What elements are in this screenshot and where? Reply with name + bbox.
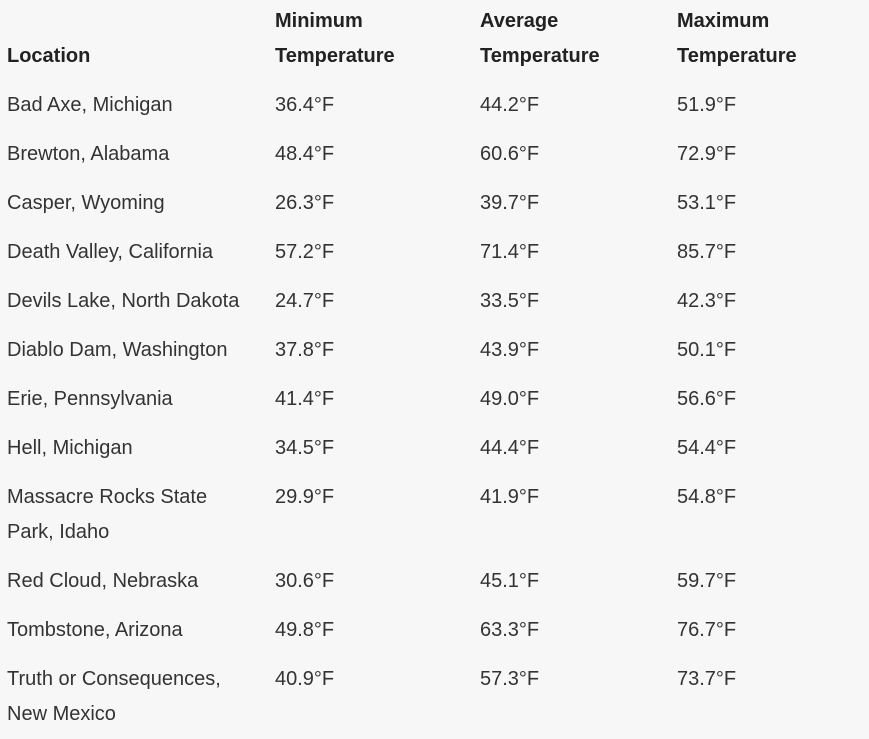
table-cell: Death Valley, California — [7, 241, 214, 263]
table-cell: 53.1°F — [677, 192, 737, 214]
table-cell: 44.4°F — [480, 437, 540, 459]
table-row: Bad Axe, Michigan 36.4°F 44.2°F 51.9°F — [0, 81, 869, 130]
table-cell: Massacre Rocks State Park, Idaho — [7, 486, 208, 543]
table-head: Location Minimum Temperature Average Tempe… — [0, 0, 869, 81]
table-cell: 71.4°F — [480, 241, 540, 263]
table-cell: 76.7°F — [677, 619, 737, 641]
table-cell: 54.8°F — [677, 486, 737, 508]
table-cell: 33.5°F — [480, 290, 540, 312]
table-row: Tombstone, Arizona 49.8°F 63.3°F 76.7°F — [0, 606, 869, 655]
table-cell: 29.9°F — [275, 486, 335, 508]
table-row: Erie, Pennsylvania 41.4°F 49.0°F 56.6°F — [0, 375, 869, 424]
table-cell: 43.9°F — [480, 339, 540, 361]
table-cell: 72.9°F — [677, 143, 737, 165]
table-cell: 85.7°F — [677, 241, 737, 263]
header-row: Location Minimum Temperature Average Tempe… — [0, 0, 869, 81]
table-cell: 37.8°F — [275, 339, 335, 361]
table-cell: 59.7°F — [677, 570, 737, 592]
table-cell: Casper, Wyoming — [7, 192, 165, 214]
table-cell: 49.0°F — [480, 388, 540, 410]
table-row: Diablo Dam, Washington 37.8°F 43.9°F 50.1°F — [0, 326, 869, 375]
table-cell: 49.8°F — [275, 619, 335, 641]
table-cell: 44.2°F — [480, 94, 540, 116]
column-header: Minimum Temperature — [275, 10, 395, 67]
table-row: Brewton, Alabama 48.4°F 60.6°F 72.9°F — [0, 130, 869, 179]
table-cell: 34.5°F — [275, 437, 335, 459]
table-cell: 73.7°F — [677, 668, 737, 690]
table-cell: 42.3°F — [677, 290, 737, 312]
table-cell: 41.9°F — [480, 486, 540, 508]
table-cell: 39.7°F — [480, 192, 540, 214]
table-cell: 41.4°F — [275, 388, 335, 410]
table-cell: 57.3°F — [480, 668, 540, 690]
table-cell: 30.6°F — [275, 570, 335, 592]
table-cell: Tombstone, Arizona — [7, 619, 183, 641]
table-row: Devils Lake, North Dakota 24.7°F 33.5°F 42.… — [0, 277, 869, 326]
table-cell: 24.7°F — [275, 290, 335, 312]
table-cell: Devils Lake, North Dakota — [7, 290, 240, 312]
table-cell: Truth or Consequences, New Mexico — [7, 668, 221, 725]
table-row: Truth or Consequences, New Mexico 40.9°F 5… — [0, 655, 869, 739]
column-header: Maximum Temperature — [677, 10, 797, 67]
table-row: Hell, Michigan 34.5°F 44.4°F 54.4°F — [0, 424, 869, 473]
table-cell: 40.9°F — [275, 668, 335, 690]
table-cell: 57.2°F — [275, 241, 335, 263]
table-cell: 36.4°F — [275, 94, 335, 116]
table-cell: Hell, Michigan — [7, 437, 133, 459]
table-row: Casper, Wyoming 26.3°F 39.7°F 53.1°F — [0, 179, 869, 228]
table-row: Massacre Rocks State Park, Idaho 29.9°F 41… — [0, 473, 869, 557]
table-cell: 56.6°F — [677, 388, 737, 410]
table-cell: 51.9°F — [677, 94, 737, 116]
table-cell: Brewton, Alabama — [7, 143, 170, 165]
column-header: Location — [7, 45, 91, 67]
table-cell: 50.1°F — [677, 339, 737, 361]
column-header: Average Temperature — [480, 10, 600, 67]
table-cell: Erie, Pennsylvania — [7, 388, 173, 410]
table-cell: 45.1°F — [480, 570, 540, 592]
table-cell: 48.4°F — [275, 143, 335, 165]
table-row: Red Cloud, Nebraska 30.6°F 45.1°F 59.7°F — [0, 557, 869, 606]
table-cell: 63.3°F — [480, 619, 540, 641]
table-cell: 60.6°F — [480, 143, 540, 165]
table-cell: Red Cloud, Nebraska — [7, 570, 199, 592]
table-body: Bad Axe, Michigan 36.4°F 44.2°F 51.9°F Brewt… — [0, 81, 869, 739]
table-row: Death Valley, California 57.2°F 71.4°F 85.7… — [0, 228, 869, 277]
table-cell: 54.4°F — [677, 437, 737, 459]
table-cell: 26.3°F — [275, 192, 335, 214]
table-cell: Bad Axe, Michigan — [7, 94, 173, 116]
table-cell: Diablo Dam, Washington — [7, 339, 228, 361]
